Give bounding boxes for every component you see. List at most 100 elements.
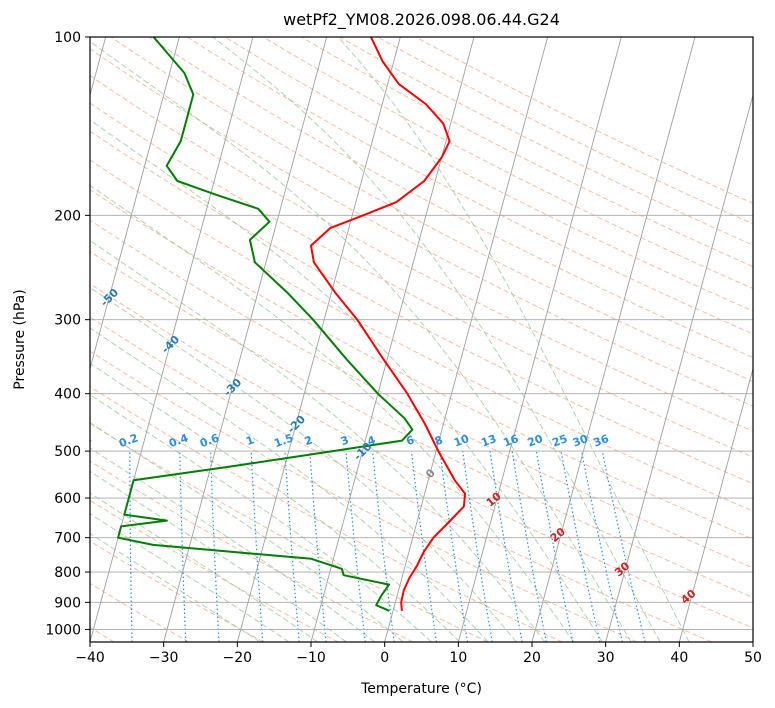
x-tick-label: 40	[670, 650, 688, 666]
mixing-ratio-label: 0.6	[198, 431, 221, 450]
mixing-ratio-label: 16	[502, 432, 521, 450]
mixing-ratio-label: 30	[571, 432, 590, 450]
dry-adiabat	[377, 37, 753, 225]
plot-frame	[89, 36, 754, 643]
mixing-ratio-label: 0.2	[117, 431, 140, 450]
moist-adiabat	[90, 513, 290, 642]
adiabat-label: 30	[612, 559, 632, 579]
y-tick-label: 500	[54, 444, 81, 460]
x-tick-label: 0	[380, 650, 389, 666]
dry-adiabat	[90, 460, 414, 642]
moist-adiabat	[90, 327, 489, 642]
y-tick-label: 100	[54, 30, 81, 46]
moist-adiabat	[90, 470, 347, 642]
x-tick-label: 30	[597, 650, 615, 666]
dry-adiabat	[339, 37, 753, 246]
moist-adiabat	[90, 119, 603, 642]
isotherm-line	[384, 37, 549, 642]
mixing-ratio-label: 8	[433, 433, 445, 448]
isotherm-line	[163, 37, 328, 642]
y-tick-label: 1000	[45, 622, 81, 638]
x-tick-label: −40	[75, 650, 105, 666]
mixing-ratio-label: 4	[366, 433, 378, 448]
y-tick-label: 400	[54, 387, 81, 403]
mixing-ratio-label: 0.1	[70, 431, 93, 450]
isotherm-line	[90, 37, 254, 642]
x-tick-label: 50	[744, 650, 762, 666]
y-tick-label: 900	[54, 595, 81, 611]
mixing-ratio-line	[535, 451, 574, 642]
mixing-ratio-label: 25	[550, 432, 569, 449]
mixing-ratio-label: 36	[592, 432, 611, 450]
x-tick-label: −10	[296, 650, 326, 666]
x-tick-label: −30	[149, 650, 179, 666]
dry-adiabat	[148, 37, 753, 358]
isotherm-label: -50	[98, 286, 121, 309]
moist-adiabat	[90, 532, 261, 642]
moist-adiabat	[90, 184, 574, 642]
dry-adiabat	[90, 130, 753, 485]
mixing-ratio-line	[410, 451, 437, 642]
mixing-ratio-line	[250, 451, 264, 642]
chart-title: wetPf2_YM08.2026.098.06.44.G24	[283, 10, 560, 30]
mixing-ratio-label: 0.4	[167, 431, 190, 450]
dry-adiabat	[90, 499, 339, 642]
moist-adiabat	[90, 421, 404, 642]
mixing-ratio-line	[284, 451, 300, 642]
mixing-ratio-label: 6	[404, 433, 416, 448]
x-axis-label: Temperature (°C)	[360, 681, 482, 697]
y-axis-label: Pressure (hPa)	[12, 289, 28, 389]
moist-adiabat	[90, 394, 432, 642]
dry-adiabat	[90, 75, 753, 432]
dry-adiabat	[90, 422, 488, 642]
isotherm-line	[90, 37, 180, 371]
mixing-ratio-line	[462, 451, 493, 642]
isotherm-line	[236, 37, 401, 642]
dry-adiabat	[90, 250, 753, 599]
isotherm-label: -60	[37, 240, 60, 263]
dry-adiabat	[90, 189, 753, 540]
moist-adiabat	[90, 492, 319, 642]
y-tick-label: 300	[54, 313, 81, 329]
isotherm-line	[605, 93, 753, 642]
mixing-ratio-line	[439, 451, 469, 642]
mixing-ratio-label: 20	[526, 432, 545, 450]
dry-adiabat	[90, 386, 563, 642]
isotherm-line	[752, 640, 753, 642]
adiabat-label: 10	[484, 489, 504, 509]
dry-adiabat	[90, 159, 753, 512]
moist-adiabat	[90, 40, 632, 642]
mixing-ratio-label: 3	[339, 433, 351, 448]
y-tick-label: 600	[54, 491, 81, 507]
dry-adiabat	[415, 37, 753, 204]
y-tick-label: 800	[54, 565, 81, 581]
temperature-profile	[310, 37, 467, 611]
dry-adiabat	[90, 582, 190, 642]
adiabat-label: 20	[548, 525, 568, 545]
isotherm-line	[457, 37, 622, 642]
moist-adiabat	[337, 37, 690, 642]
x-tick-label: 10	[449, 650, 467, 666]
y-tick-label: 700	[54, 531, 81, 547]
moist-adiabat	[90, 239, 546, 642]
dewpoint-profile	[117, 37, 414, 612]
mixing-ratio-label: 1	[244, 433, 256, 448]
mixing-ratio-line	[129, 451, 133, 642]
moist-adiabat	[212, 37, 661, 642]
mixing-ratio-line	[309, 451, 327, 642]
dry-adiabat	[90, 316, 712, 642]
x-tick-label: 20	[523, 650, 541, 666]
x-tick-label: −20	[223, 650, 253, 666]
isotherm-label: -30	[221, 376, 244, 399]
y-tick-label: 200	[54, 208, 81, 224]
dry-adiabat	[90, 219, 753, 569]
mixing-ratio-line	[560, 450, 601, 642]
moist-adiabat	[90, 286, 517, 642]
dry-adiabat	[90, 48, 753, 407]
dry-adiabat	[263, 37, 753, 290]
moist-adiabat	[90, 447, 376, 642]
mixing-ratio-line	[345, 451, 366, 642]
isotherm-line	[678, 366, 753, 642]
dry-adiabat	[90, 102, 753, 458]
